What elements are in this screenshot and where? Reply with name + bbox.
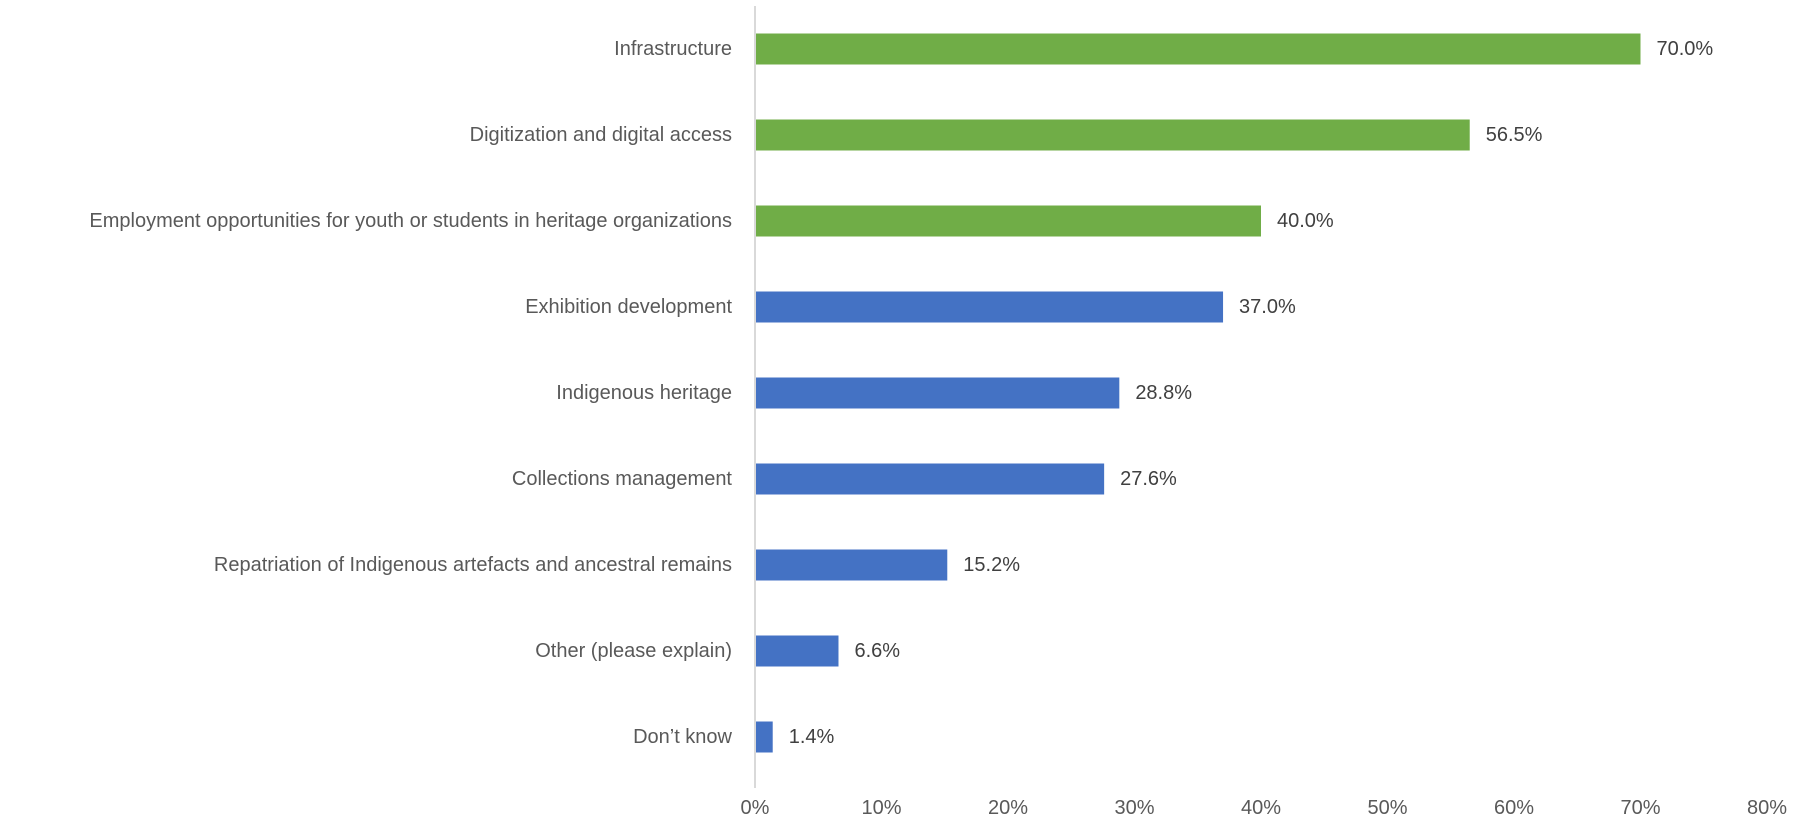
bar <box>755 33 1641 65</box>
category-label: Indigenous heritage <box>556 382 732 404</box>
category-label: Collections management <box>512 468 733 490</box>
value-label: 27.6% <box>1120 468 1177 490</box>
category-label: Employment opportunities for youth or st… <box>89 210 732 232</box>
bar <box>755 635 839 667</box>
value-label: 15.2% <box>963 554 1020 576</box>
value-label: 70.0% <box>1657 38 1714 60</box>
category-labels-group: Infrastructure Digitization and digital a… <box>89 38 732 748</box>
bar <box>755 721 773 753</box>
x-tick-label: 10% <box>861 797 901 819</box>
bars-group <box>755 33 1641 753</box>
category-label: Infrastructure <box>614 38 732 60</box>
category-label: Other (please explain) <box>535 640 732 662</box>
x-tick-labels-group: 0% 10% 20% 30% 40% 50% 60% 70% 80% <box>741 797 1788 819</box>
category-label: Exhibition development <box>525 296 732 318</box>
x-tick-label: 70% <box>1620 797 1660 819</box>
bar <box>755 291 1224 323</box>
x-tick-label: 0% <box>741 797 770 819</box>
x-tick-label: 20% <box>988 797 1028 819</box>
value-label: 6.6% <box>854 640 900 662</box>
value-labels-group: 70.0% 56.5% 40.0% 37.0% 28.8% 27.6% 15.2% 6.6% 1… <box>789 38 1714 748</box>
value-label: 1.4% <box>789 726 835 748</box>
x-tick-label: 60% <box>1494 797 1534 819</box>
category-label: Don’t know <box>633 726 732 748</box>
bar <box>755 463 1105 495</box>
x-tick-label: 30% <box>1114 797 1154 819</box>
value-label: 28.8% <box>1135 382 1192 404</box>
value-label: 40.0% <box>1277 210 1334 232</box>
value-label: 37.0% <box>1239 296 1296 318</box>
category-label: Repatriation of Indigenous artefacts and… <box>214 554 732 576</box>
x-tick-label: 80% <box>1747 797 1787 819</box>
bar <box>755 119 1470 151</box>
category-label: Digitization and digital access <box>470 124 732 146</box>
x-tick-label: 50% <box>1367 797 1407 819</box>
value-label: 56.5% <box>1486 124 1543 146</box>
bar <box>755 377 1120 409</box>
x-tick-label: 40% <box>1241 797 1281 819</box>
bar <box>755 205 1261 237</box>
bar <box>755 549 948 581</box>
